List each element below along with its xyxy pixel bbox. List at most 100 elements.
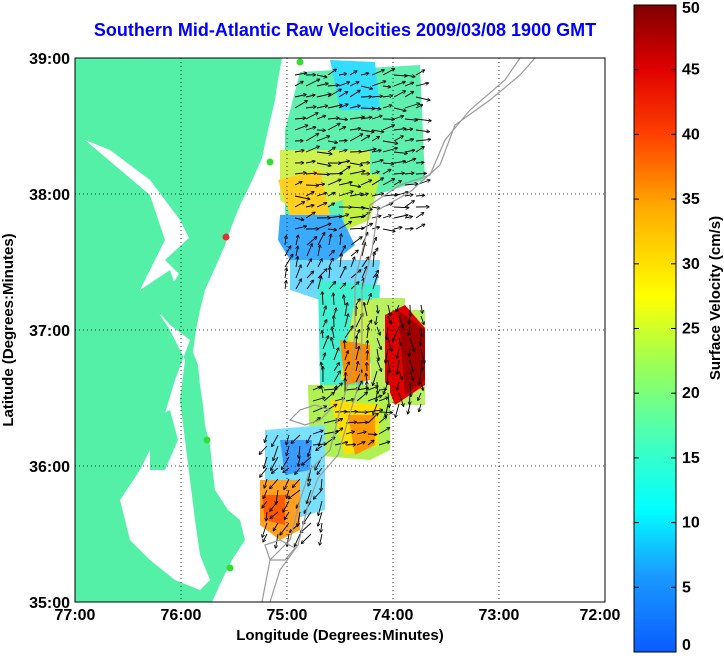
velocity-arrow <box>338 214 348 219</box>
x-tick-label: 72:00 <box>580 607 621 624</box>
velocity-arrow <box>415 213 423 219</box>
velocity-arrow <box>371 81 385 87</box>
velocity-arrow <box>409 337 414 351</box>
velocity-arrow <box>306 259 311 268</box>
velocity-arrow <box>327 69 336 76</box>
velocity-arrow <box>283 500 290 512</box>
velocity-arrow <box>266 511 267 521</box>
velocity-arrow <box>305 185 318 186</box>
x-tick-label: 76:00 <box>161 607 202 624</box>
velocity-arrow <box>367 386 378 391</box>
velocity-arrow <box>393 207 408 208</box>
velocity-arrow <box>321 522 322 532</box>
velocity-arrow <box>367 328 369 339</box>
velocity-arrow <box>294 95 306 98</box>
velocity-arrow <box>404 83 413 87</box>
velocity-arrow <box>317 467 323 474</box>
velocity-arrow <box>399 337 401 345</box>
velocity-arrow <box>349 162 362 165</box>
velocity-arrow <box>419 370 422 385</box>
velocity-arrow <box>377 304 378 313</box>
velocity-arrow <box>333 371 340 383</box>
velocity-arrow <box>409 359 413 372</box>
velocity-arrow <box>344 303 347 317</box>
velocity-arrow <box>294 226 306 230</box>
velocity-arrow <box>302 533 312 543</box>
velocity-arrow <box>274 522 279 531</box>
velocity-arrow <box>327 147 335 153</box>
velocity-arrow <box>296 247 298 257</box>
velocity-arrow <box>404 184 417 185</box>
velocity-arrow <box>327 85 339 86</box>
velocity-arrow <box>338 150 347 153</box>
velocity-arrow <box>344 296 345 306</box>
velocity-arrow <box>356 393 367 402</box>
velocity-arrow <box>360 117 371 120</box>
velocity-arrow <box>349 185 360 187</box>
velocity-arrow <box>345 445 355 446</box>
velocity-arrow <box>345 400 354 402</box>
velocity-arrow <box>307 489 312 503</box>
velocity-arrow <box>382 86 390 87</box>
velocity-arrow <box>371 194 383 197</box>
velocity-arrow <box>314 489 323 499</box>
velocity-arrow <box>262 522 268 537</box>
velocity-arrow <box>270 478 279 488</box>
velocity-arrow <box>295 236 298 246</box>
colorbar-tick-label: 35 <box>682 191 700 208</box>
velocity-arrow <box>420 381 423 390</box>
velocity-arrow <box>349 71 357 76</box>
velocity-arrow <box>293 478 301 487</box>
velocity-arrow <box>360 108 374 109</box>
velocity-arrow <box>328 259 333 268</box>
velocity-arrow <box>294 173 306 174</box>
velocity-arrow <box>376 359 381 371</box>
velocity-arrow <box>333 363 339 372</box>
velocity-vectors <box>260 69 431 548</box>
velocity-arrow <box>415 96 430 100</box>
velocity-arrow <box>344 326 353 339</box>
velocity-arrow <box>285 511 290 519</box>
velocity-arrow <box>305 95 315 98</box>
velocity-arrow <box>334 383 342 391</box>
velocity-arrow <box>397 348 400 358</box>
velocity-arrow <box>296 257 298 268</box>
velocity-arrow <box>371 160 383 164</box>
y-tick-label: 38:00 <box>29 187 70 204</box>
velocity-arrow <box>333 294 334 306</box>
velocity-arrow <box>404 75 415 77</box>
grid-lines <box>75 58 605 602</box>
velocity-arrow <box>373 403 378 415</box>
y-tick-label: 35:00 <box>29 595 70 612</box>
velocity-arrow <box>393 75 407 76</box>
velocity-arrow <box>373 252 374 268</box>
velocity-arrow <box>367 396 382 402</box>
velocity-arrow <box>340 254 341 268</box>
velocity-arrow <box>382 170 391 175</box>
velocity-arrow <box>284 246 291 257</box>
velocity-arrow <box>317 259 322 268</box>
velocity-arrow <box>382 125 394 131</box>
velocity-arrow <box>331 338 335 350</box>
velocity-arrow <box>393 107 406 111</box>
velocity-arrow <box>294 182 302 186</box>
velocity-arrow <box>355 299 360 306</box>
velocity-arrow <box>334 428 342 435</box>
velocity-arrow <box>344 351 348 361</box>
velocity-arrow <box>327 124 340 131</box>
velocity-arrow <box>345 341 346 350</box>
velocity-arrow <box>409 348 410 356</box>
velocity-arrow <box>316 203 326 208</box>
y-axis-label: Latitude (Degrees:Minutes) <box>0 233 17 426</box>
velocity-arrow <box>415 118 431 121</box>
velocity-arrow <box>262 500 268 508</box>
velocity-arrow <box>361 243 365 257</box>
velocity-arrow <box>323 389 337 390</box>
velocity-arrow <box>404 139 413 141</box>
velocity-arrow <box>280 522 290 535</box>
velocity-arrow <box>316 224 331 230</box>
colorbar-tick-label: 10 <box>682 515 700 532</box>
velocity-arrow <box>382 148 397 153</box>
velocity-arrow <box>376 392 377 401</box>
velocity-arrow <box>350 270 361 279</box>
